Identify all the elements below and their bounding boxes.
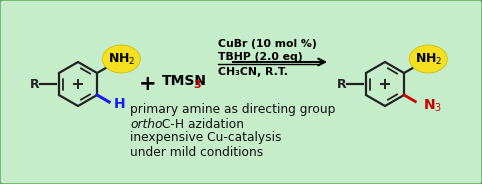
Text: NH$_2$: NH$_2$ bbox=[415, 52, 442, 67]
Text: primary amine as directing group: primary amine as directing group bbox=[130, 102, 335, 116]
Text: R: R bbox=[30, 77, 40, 91]
Text: N$_3$: N$_3$ bbox=[423, 97, 442, 114]
Text: NH$_2$: NH$_2$ bbox=[107, 52, 135, 67]
Text: H: H bbox=[114, 97, 126, 111]
Text: inexpensive Cu-catalysis: inexpensive Cu-catalysis bbox=[130, 132, 281, 144]
Text: TBHP (2.0 eq): TBHP (2.0 eq) bbox=[218, 52, 303, 62]
Text: under mild conditions: under mild conditions bbox=[130, 146, 263, 158]
Text: +: + bbox=[139, 74, 157, 94]
Text: CH₃CN, R.T.: CH₃CN, R.T. bbox=[218, 67, 288, 77]
Text: TMSN: TMSN bbox=[162, 74, 207, 88]
Ellipse shape bbox=[102, 45, 140, 73]
Text: R: R bbox=[337, 77, 347, 91]
Text: ortho: ortho bbox=[130, 118, 162, 130]
Text: 3: 3 bbox=[193, 80, 201, 90]
Text: CuBr (10 mol %): CuBr (10 mol %) bbox=[218, 39, 317, 49]
Text: C-H azidation: C-H azidation bbox=[158, 118, 244, 130]
Ellipse shape bbox=[409, 45, 447, 73]
